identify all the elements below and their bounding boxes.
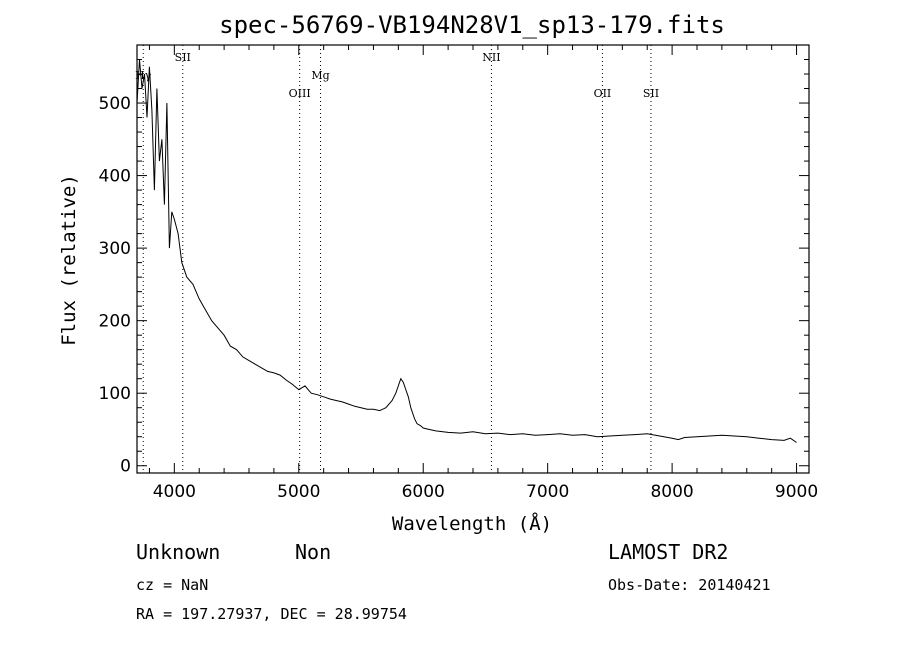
class-label: Unknown [136, 540, 221, 564]
x-tick-label: 4000 [153, 482, 196, 502]
radec-label: RA = 197.27937, DEC = 28.99754 [136, 605, 407, 623]
y-tick-label: 300 [99, 239, 131, 259]
marker-label: Hγ [135, 69, 152, 82]
y-axis-label: Flux (relative) [58, 174, 80, 346]
x-ticks: 4000 5000 6000 7000 8000 9000 [148, 45, 818, 502]
subclass-label: Non [295, 540, 332, 564]
y-tick-label: 0 [120, 457, 131, 477]
plot-frame [136, 44, 810, 474]
marker-label: Mg [311, 69, 329, 82]
marker-label: NII [482, 51, 500, 64]
y-ticks: 0 100 200 300 400 500 [99, 59, 809, 477]
x-tick-label: 5000 [277, 482, 320, 502]
obs-date-label: Obs-Date: 20140421 [608, 576, 771, 594]
y-tick-label: 500 [99, 94, 131, 114]
cz-label: cz = NaN [136, 576, 209, 594]
survey-label: LAMOST DR2 [608, 540, 729, 564]
marker-label: OII [594, 87, 612, 100]
spectrum-chart: spec-56769-VB194N28V1_sp13-179.fits Flux… [58, 11, 818, 535]
y-tick-label: 400 [99, 167, 131, 187]
marker-label: SII [175, 51, 191, 64]
x-tick-label: 8000 [650, 482, 693, 502]
series-group [136, 59, 797, 443]
marker-label: OIII [289, 87, 311, 100]
x-tick-label: 7000 [526, 482, 569, 502]
x-tick-label: 9000 [775, 482, 818, 502]
x-tick-label: 6000 [402, 482, 445, 502]
marker-label: SII [643, 87, 659, 100]
x-axis-label: Wavelength (Å) [392, 512, 552, 535]
y-tick-label: 100 [99, 384, 131, 404]
spectrum-line [136, 59, 797, 443]
chart-title: spec-56769-VB194N28V1_sp13-179.fits [219, 11, 725, 39]
y-tick-label: 200 [99, 312, 131, 332]
